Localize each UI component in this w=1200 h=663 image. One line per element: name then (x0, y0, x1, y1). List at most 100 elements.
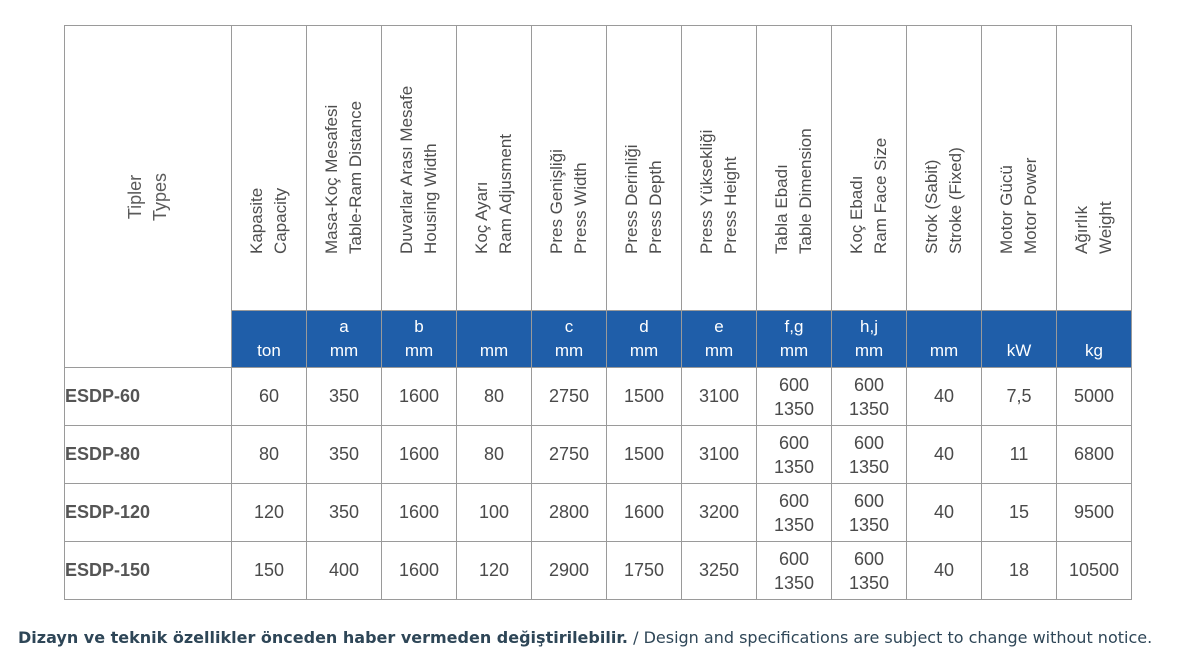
value-cell: 120 (231, 483, 307, 542)
ram-face-size-cell: 600 1350 (831, 367, 907, 426)
column-header: Koç Ebadı Ram Face Size (831, 25, 907, 311)
value-cell: 3100 (681, 367, 757, 426)
types-header-tr: Tipler (125, 174, 145, 219)
ram-face-size-cell: 600 1350 (831, 425, 907, 484)
value-cell: 350 (306, 367, 382, 426)
unit-label: mm (929, 340, 959, 360)
type-name-cell: ESDP-150 (64, 541, 232, 600)
header-row: Tipler Types Kapasite Capacity Masa-Koç Me… (64, 25, 1132, 368)
value-cell: 1600 (381, 483, 457, 542)
unit-label: mm (554, 340, 584, 360)
footnote-en: / Design and specifications are subject … (628, 628, 1153, 647)
table-dimension-cell: 600 1350 (756, 367, 832, 426)
value-line: 1350 (848, 456, 890, 477)
value-cell: 3250 (681, 541, 757, 600)
value-cell: 100 (456, 483, 532, 542)
value-cell: 1500 (606, 425, 682, 484)
footnote: Dizayn ve teknik özellikler önceden habe… (18, 628, 1152, 647)
column-header-tr: Koç Ayarı (472, 181, 491, 254)
column-header-label: Strok (Sabit) Stroke (Fixed) (920, 0, 968, 254)
column-header-label: Koç Ebadı Ram Face Size (845, 0, 893, 254)
column-header-tr: Masa-Koç Mesafesi (322, 104, 341, 254)
column-header-en: Weight (1096, 201, 1115, 254)
value-cell: 400 (306, 541, 382, 600)
column-header-tr: Press Yüksekliği (697, 129, 716, 254)
unit-label: mm (404, 340, 434, 360)
types-header-cell: Tipler Types (64, 25, 232, 368)
value-line: 1350 (773, 514, 815, 535)
column-header: Pres Genişliği Press Width (531, 25, 607, 311)
value-cell: 150 (231, 541, 307, 600)
unit-label: kW (1006, 340, 1032, 360)
dimension-letter (907, 315, 981, 339)
column-header: Koç Ayarı Ram Adjusment (456, 25, 532, 311)
value-cell: 2900 (531, 541, 607, 600)
unit-cell: kg (1056, 309, 1132, 369)
value-cell: 9500 (1056, 483, 1132, 542)
value-cell: 1600 (381, 425, 457, 484)
unit-cell: c mm (531, 309, 607, 369)
value-line: 600 (853, 490, 885, 511)
value-cell: 350 (306, 425, 382, 484)
value-line: 1350 (773, 398, 815, 419)
column-header-en: Motor Power (1021, 157, 1040, 254)
unit-cell: mm (456, 309, 532, 369)
value-cell: 5000 (1056, 367, 1132, 426)
unit-cell: h,j mm (831, 309, 907, 369)
value-cell: 60 (231, 367, 307, 426)
value-cell: 350 (306, 483, 382, 542)
column-header-en: Ram Face Size (871, 137, 890, 254)
column-header-tr: Tabla Ebadı (772, 164, 791, 254)
unit-row: ton a mm b mm mm c mm d mm e mm f,g mm h,j mm mm kW kg (65, 309, 1132, 369)
unit-label: mm (854, 340, 884, 360)
column-header: Masa-Koç Mesafesi Table-Ram Distance (306, 25, 382, 311)
table-row: ESDP-80 80 350 1600 80 2750 1500 3100 600 1350 600… (64, 425, 1132, 484)
column-header-en: Press Height (721, 156, 740, 254)
value-cell: 120 (456, 541, 532, 600)
column-header-label: Masa-Koç Mesafesi Table-Ram Distance (320, 0, 368, 254)
value-line: 1350 (773, 456, 815, 477)
unit-cell: e mm (681, 309, 757, 369)
column-header-label: Motor Gücü Motor Power (995, 0, 1043, 254)
footnote-tr: Dizayn ve teknik özellikler önceden habe… (18, 628, 628, 647)
value-line: 600 (853, 548, 885, 569)
value-cell: 3200 (681, 483, 757, 542)
type-name-cell: ESDP-60 (64, 367, 232, 426)
column-header-tr: Duvarlar Arası Mesafe (397, 85, 416, 254)
value-cell: 6800 (1056, 425, 1132, 484)
value-line: 1350 (773, 572, 815, 593)
table-row: ESDP-150 150 400 1600 120 2900 1750 3250 600 1350… (64, 541, 1132, 600)
unit-label: kg (1085, 340, 1103, 360)
unit-cell: d mm (606, 309, 682, 369)
table-row: ESDP-120 120 350 1600 100 2800 1600 3200 600 1350… (64, 483, 1132, 542)
value-cell: 7,5 (981, 367, 1057, 426)
column-header-tr: Pres Genişliği (547, 148, 566, 254)
value-cell: 40 (906, 541, 982, 600)
column-header-label: Press Derinliği Press Depth (620, 0, 668, 254)
column-header: Duvarlar Arası Mesafe Housing Width (381, 25, 457, 311)
value-cell: 1600 (606, 483, 682, 542)
column-header-label: Ağırlık Weight (1070, 0, 1118, 254)
column-header-tr: Ağırlık (1072, 205, 1091, 254)
value-line: 1350 (848, 398, 890, 419)
column-header: Ağırlık Weight (1056, 25, 1132, 311)
value-line: 1350 (848, 514, 890, 535)
value-cell: 80 (231, 425, 307, 484)
value-cell: 2800 (531, 483, 607, 542)
unit-cell: ton (231, 309, 307, 369)
column-header-en: Press Depth (646, 160, 665, 254)
value-cell: 1500 (606, 367, 682, 426)
column-header: Kapasite Capacity (231, 25, 307, 311)
unit-label: mm (779, 340, 809, 360)
column-header: Strok (Sabit) Stroke (Fixed) (906, 25, 982, 311)
column-header-label: Kapasite Capacity (245, 0, 293, 254)
value-cell: 10500 (1056, 541, 1132, 600)
table-dimension-cell: 600 1350 (756, 483, 832, 542)
dimension-letter: e (714, 316, 724, 336)
unit-label: ton (257, 340, 281, 360)
table-row: ESDP-60 60 350 1600 80 2750 1500 3100 600 1350 600… (64, 367, 1132, 426)
unit-label: mm (329, 340, 359, 360)
column-header: Press Derinliği Press Depth (606, 25, 682, 311)
value-cell: 1600 (381, 541, 457, 600)
column-header-tr: Motor Gücü (997, 165, 1016, 254)
